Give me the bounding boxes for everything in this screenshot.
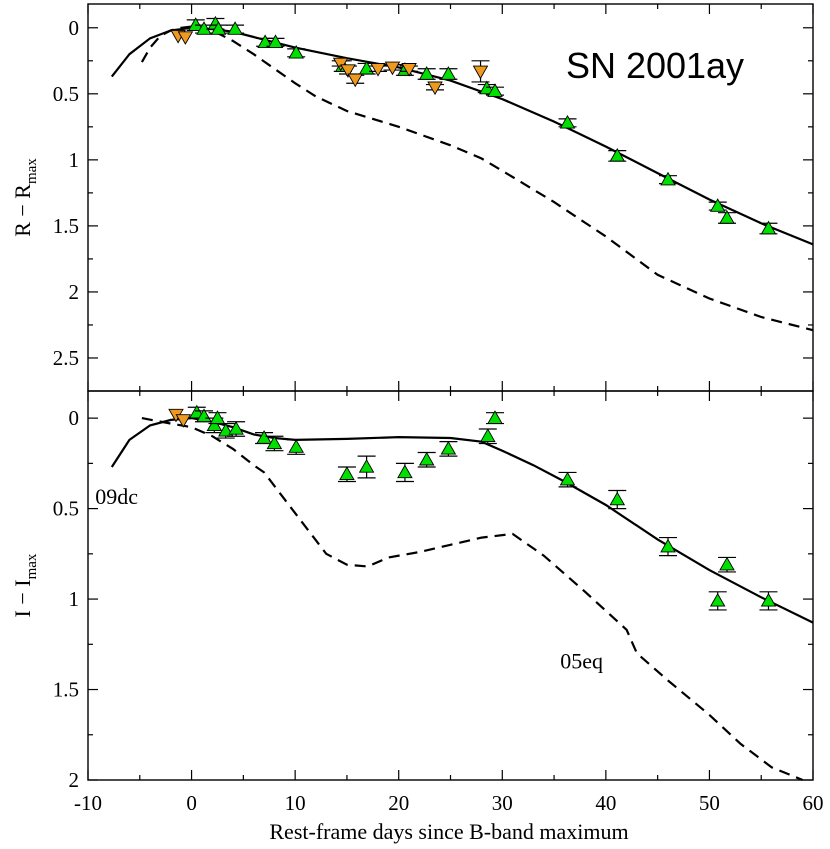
x-tick-label: -10 <box>74 791 102 815</box>
green-data-point <box>210 21 227 35</box>
green-data-point <box>266 435 283 450</box>
i-band-panel: 0 0.5 1 1.5 2-10 0 10 20 30 40 50 60 <box>53 390 824 815</box>
green-data-point <box>559 114 576 129</box>
y-tick-label: 1 <box>69 148 80 172</box>
y-axis-label-I: I − Imax <box>10 553 40 617</box>
green-data-point <box>559 471 576 486</box>
green-data-point <box>709 198 726 212</box>
green-data-point <box>288 44 304 59</box>
orange-data-point <box>401 63 417 77</box>
x-tick-label: 40 <box>595 791 616 815</box>
model-curve-09dc-I <box>110 416 814 624</box>
green-data-point <box>257 34 273 49</box>
green-data-point <box>660 171 676 186</box>
green-data-point <box>418 66 435 80</box>
chart-title: SN 2001ay <box>566 45 744 86</box>
green-data-point <box>187 17 204 31</box>
orange-data-point <box>340 64 356 78</box>
y-tick-label: 0 <box>69 16 80 40</box>
green-data-point <box>358 459 375 473</box>
green-data-point <box>267 34 284 49</box>
y-tick-label: 1 <box>69 587 80 611</box>
green-data-point <box>480 428 496 442</box>
green-data-point <box>487 410 503 424</box>
green-data-point <box>709 592 726 607</box>
model-curve-05eq-R <box>140 25 814 332</box>
green-data-point <box>609 491 626 506</box>
x-tick-label: 20 <box>388 791 409 815</box>
y-tick-label: 2 <box>69 768 80 792</box>
x-axis-label: Rest-frame days since B-band maximum <box>269 819 628 844</box>
y-tick-label: 0 <box>69 406 80 430</box>
orange-data-point <box>332 57 349 72</box>
r-band-panel: 0 0.5 1 1.5 2 2.5 <box>53 3 814 392</box>
orange-data-point <box>472 65 489 80</box>
annotation-05eq: 05eq <box>560 649 603 674</box>
green-data-point <box>719 210 735 224</box>
y-tick-label: 2 <box>69 280 80 304</box>
green-data-point <box>719 556 735 571</box>
green-data-point <box>339 466 355 480</box>
y-axis-label-R: R − Rmax <box>10 158 40 237</box>
model-annotations: 09dc 05eq <box>95 484 603 674</box>
green-data-point <box>487 83 503 97</box>
x-tick-label: 10 <box>285 791 306 815</box>
green-data-point <box>440 66 457 80</box>
x-tick-label: 50 <box>699 791 720 815</box>
orange-data-point <box>177 31 194 45</box>
y-axis-labels: R − Rmax I − Imax <box>10 158 40 618</box>
green-data-point <box>660 538 676 553</box>
green-data-point <box>397 464 413 479</box>
green-data-point <box>228 421 244 435</box>
green-data-point <box>288 439 304 453</box>
annotation-09dc: 09dc <box>95 484 138 509</box>
orange-data-point <box>175 414 192 428</box>
orange-data-point <box>384 61 401 76</box>
y-tick-label: 0.5 <box>53 82 79 106</box>
model-curve-05eq-I <box>141 417 804 782</box>
y-tick-label: 2.5 <box>53 346 79 370</box>
y-tick-label: 1.5 <box>53 678 79 702</box>
orange-data-point <box>347 73 363 88</box>
green-data-point <box>196 21 212 35</box>
orange-data-point <box>370 63 386 77</box>
green-data-point <box>760 592 777 607</box>
green-data-point <box>760 220 777 235</box>
green-data-point <box>440 440 457 455</box>
x-tick-label: 30 <box>492 791 513 815</box>
y-tick-label: 0.5 <box>53 497 79 521</box>
green-data-point <box>256 430 272 444</box>
x-tick-label: 60 <box>803 791 824 815</box>
y-tick-label: 1.5 <box>53 214 79 238</box>
green-data-point <box>418 451 435 466</box>
x-tick-label: 0 <box>186 791 197 815</box>
green-data-point <box>609 147 626 162</box>
orange-data-point <box>427 81 443 96</box>
green-data-point <box>227 21 243 35</box>
green-data-point <box>206 417 223 432</box>
